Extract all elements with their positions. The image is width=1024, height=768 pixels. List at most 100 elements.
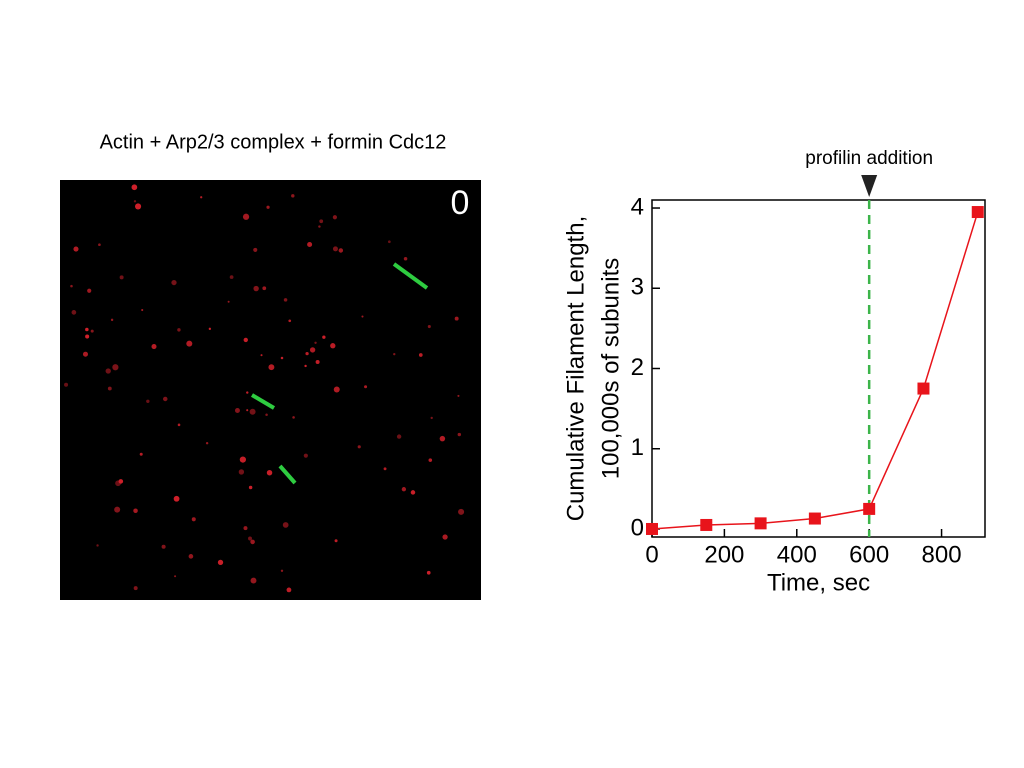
- speckle: [338, 248, 344, 253]
- speckle: [332, 246, 338, 252]
- speckle: [118, 479, 124, 484]
- speckle: [410, 490, 416, 495]
- speckle: [309, 347, 316, 353]
- speckle: [330, 343, 336, 349]
- speckle: [249, 408, 256, 415]
- annotation-text: profilin addition: [805, 148, 933, 169]
- speckle: [318, 225, 321, 228]
- speckle: [430, 416, 433, 420]
- speckle: [217, 559, 224, 566]
- speckle: [141, 308, 144, 312]
- speckle: [427, 325, 431, 329]
- speckle: [107, 386, 112, 391]
- speckle: [319, 219, 324, 224]
- speckle: [292, 416, 295, 419]
- speckle: [73, 246, 79, 252]
- speckle: [357, 445, 361, 449]
- speckle: [90, 329, 94, 333]
- speckle: [280, 569, 284, 572]
- speckle: [114, 506, 121, 513]
- y-axis-label: Cumulative Filament Length,: [562, 216, 589, 521]
- speckle: [442, 534, 448, 540]
- speckle: [307, 241, 313, 247]
- annotation-arrow: [861, 175, 878, 197]
- speckle: [239, 456, 246, 463]
- speckle: [253, 285, 259, 292]
- y-tick-label: 2: [631, 354, 644, 381]
- image-caption: Actin + Arp2/3 complex + formin Cdc12: [100, 131, 447, 153]
- micrograph-background: [60, 180, 481, 600]
- speckle: [85, 334, 90, 339]
- speckle: [253, 247, 258, 252]
- speckle: [457, 432, 462, 437]
- speckle: [418, 353, 423, 357]
- speckle: [332, 215, 337, 220]
- speckle: [361, 315, 364, 318]
- speckle: [268, 364, 275, 371]
- speckle: [266, 470, 273, 476]
- speckle: [246, 391, 249, 394]
- speckle: [96, 544, 99, 547]
- filament: [250, 393, 276, 410]
- speckle: [163, 396, 168, 402]
- x-tick-label: 400: [777, 541, 817, 568]
- speckle: [119, 275, 124, 280]
- x-tick-label: 200: [704, 541, 744, 568]
- x-tick-label: 800: [922, 541, 962, 568]
- speckle: [458, 508, 465, 515]
- speckle: [262, 286, 267, 291]
- speckle: [200, 196, 203, 199]
- speckle: [364, 385, 368, 389]
- speckle: [265, 413, 268, 417]
- speckle: [334, 539, 338, 543]
- speckle: [303, 453, 308, 458]
- speckle: [146, 399, 150, 403]
- speckle: [173, 495, 180, 502]
- speckle: [396, 434, 402, 439]
- speckle: [191, 517, 196, 522]
- marker: [700, 518, 713, 531]
- filament: [392, 262, 429, 290]
- speckle: [177, 423, 181, 427]
- speckle: [250, 577, 257, 584]
- speckle: [457, 394, 460, 397]
- series-line: [651, 211, 979, 530]
- filament: [278, 464, 297, 485]
- speckle: [280, 356, 284, 360]
- speckle: [291, 194, 295, 198]
- x-tick-label: 600: [849, 541, 889, 568]
- speckle: [177, 328, 181, 332]
- speckle: [387, 240, 391, 244]
- speckle: [248, 536, 252, 541]
- speckle: [286, 587, 292, 593]
- speckle: [186, 340, 193, 347]
- speckle: [64, 382, 69, 387]
- marker: [754, 517, 767, 530]
- speckle: [70, 284, 73, 288]
- speckle: [139, 452, 143, 456]
- speckle: [243, 526, 248, 531]
- speckle: [105, 368, 111, 374]
- speckle: [283, 298, 288, 302]
- speckle: [161, 544, 166, 549]
- speckle: [304, 364, 307, 368]
- marker: [646, 522, 658, 535]
- speckle: [205, 442, 209, 445]
- speckle: [288, 319, 292, 323]
- marker: [971, 206, 984, 219]
- speckle: [208, 327, 212, 330]
- speckle: [151, 344, 157, 350]
- speckle: [238, 469, 245, 475]
- speckle: [229, 275, 234, 279]
- speckle: [131, 184, 138, 191]
- speckle: [428, 458, 433, 462]
- speckle: [403, 257, 408, 261]
- speckle: [188, 554, 194, 559]
- speckle: [246, 409, 249, 412]
- speckle: [227, 300, 230, 303]
- speckle: [439, 435, 446, 442]
- speckle: [242, 213, 250, 220]
- chart: 0 200 400 600 800 0 1 2 3 4 Time, sec Cumulative Fi…: [562, 148, 986, 596]
- speckle: [85, 327, 89, 332]
